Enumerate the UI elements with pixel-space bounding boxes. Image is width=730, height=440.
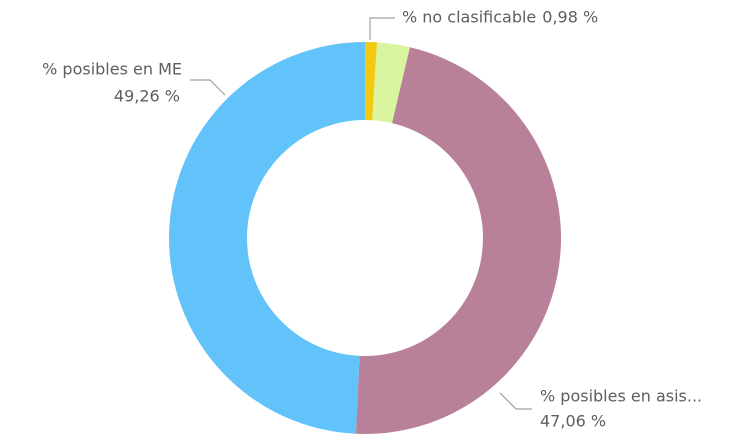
data-label-name: % no clasificable [402, 8, 536, 27]
donut-segment [169, 42, 365, 434]
data-label-name: % posibles en asis... [540, 387, 702, 406]
donut-segment [365, 42, 378, 121]
leader-line [499, 392, 532, 410]
data-label-value: 0,98 % [542, 8, 598, 27]
data-label-value: 49,26 % [114, 87, 180, 106]
leader-line [369, 17, 395, 40]
donut-segment [355, 47, 561, 434]
leader-line [190, 79, 226, 96]
data-label-name: % posibles en ME [42, 60, 182, 79]
data-label-value: 47,06 % [540, 412, 606, 431]
donut-segment [372, 42, 410, 124]
